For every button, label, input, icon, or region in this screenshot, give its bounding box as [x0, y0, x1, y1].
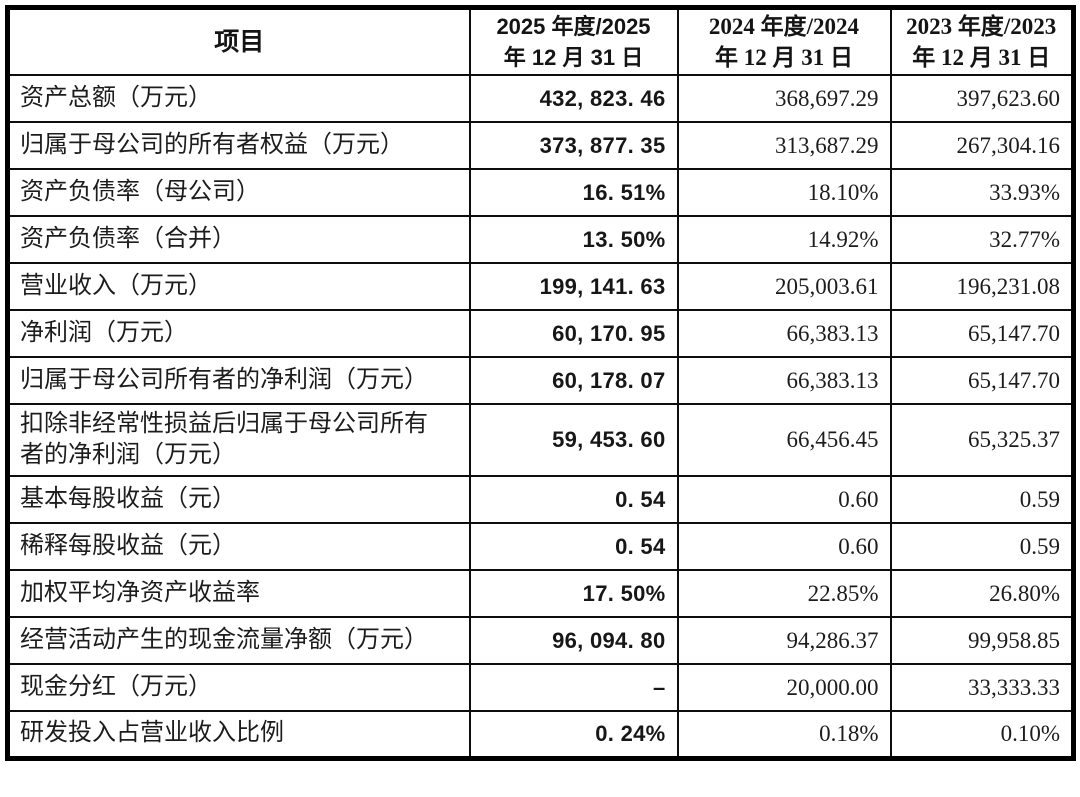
row-label: 经营活动产生的现金流量净额（万元）	[6, 616, 471, 665]
value-2023: 33.93%	[889, 168, 1075, 217]
value-2023: 0.10%	[889, 710, 1075, 759]
row-label: 稀释每股收益（元）	[6, 522, 471, 571]
row-label: 归属于母公司所有者的净利润（万元）	[6, 356, 471, 405]
value-2023: 26.80%	[889, 569, 1075, 618]
value-2025: –	[468, 663, 679, 712]
column-header-2025: 2025 年度/2025 年 12 月 31 日	[468, 6, 679, 76]
table-row: 资产负债率（合并） 13. 50% 14.92% 32.77%	[6, 215, 1075, 264]
header-row: 项目 2025 年度/2025 年 12 月 31 日 2024 年度/2024…	[6, 6, 1075, 76]
row-label: 加权平均净资产收益率	[6, 569, 471, 618]
value-2025: 199, 141. 63	[468, 262, 679, 311]
value-2024: 0.60	[676, 475, 892, 524]
row-label: 研发投入占营业收入比例	[6, 710, 471, 759]
value-2024: 20,000.00	[676, 663, 892, 712]
table-row: 稀释每股收益（元） 0. 54 0.60 0.59	[6, 522, 1075, 571]
column-header-2024: 2024 年度/2024 年 12 月 31 日	[676, 6, 892, 76]
value-2023: 0.59	[889, 522, 1075, 571]
value-2025: 59, 453. 60	[468, 403, 679, 477]
value-2024: 66,456.45	[676, 403, 892, 477]
value-2024: 66,383.13	[676, 309, 892, 358]
row-label: 净利润（万元）	[6, 309, 471, 358]
value-2025: 60, 170. 95	[468, 309, 679, 358]
row-label: 资产负债率（母公司）	[6, 168, 471, 217]
value-2024: 66,383.13	[676, 356, 892, 405]
value-2023: 0.59	[889, 475, 1075, 524]
row-label: 资产负债率（合并）	[6, 215, 471, 264]
value-2024: 22.85%	[676, 569, 892, 618]
table-row: 加权平均净资产收益率 17. 50% 22.85% 26.80%	[6, 569, 1075, 618]
table-row: 净利润（万元） 60, 170. 95 66,383.13 65,147.70	[6, 309, 1075, 358]
row-label: 基本每股收益（元）	[6, 475, 471, 524]
table-row: 扣除非经常性损益后归属于母公司所有 者的净利润（万元） 59, 453. 60 …	[6, 403, 1075, 477]
value-2025: 0. 54	[468, 475, 679, 524]
row-label: 现金分红（万元）	[6, 663, 471, 712]
row-label: 扣除非经常性损益后归属于母公司所有 者的净利润（万元）	[6, 403, 471, 477]
table-row: 基本每股收益（元） 0. 54 0.60 0.59	[6, 475, 1075, 524]
value-2025: 373, 877. 35	[468, 121, 679, 170]
value-2025: 432, 823. 46	[468, 74, 679, 123]
value-2024: 18.10%	[676, 168, 892, 217]
value-2025: 0. 54	[468, 522, 679, 571]
column-header-item: 项目	[6, 6, 471, 76]
table-row: 资产负债率（母公司） 16. 51% 18.10% 33.93%	[6, 168, 1075, 217]
value-2023: 65,147.70	[889, 309, 1075, 358]
value-2023: 267,304.16	[889, 121, 1075, 170]
row-label: 资产总额（万元）	[6, 74, 471, 123]
value-2023: 33,333.33	[889, 663, 1075, 712]
value-2023: 32.77%	[889, 215, 1075, 264]
value-2025: 60, 178. 07	[468, 356, 679, 405]
value-2024: 205,003.61	[676, 262, 892, 311]
value-2024: 14.92%	[676, 215, 892, 264]
value-2025: 96, 094. 80	[468, 616, 679, 665]
row-label: 营业收入（万元）	[6, 262, 471, 311]
table-row: 归属于母公司的所有者权益（万元） 373, 877. 35 313,687.29…	[6, 121, 1075, 170]
table-row: 营业收入（万元） 199, 141. 63 205,003.61 196,231…	[6, 262, 1075, 311]
table-row: 资产总额（万元） 432, 823. 46 368,697.29 397,623…	[6, 74, 1075, 123]
row-label: 归属于母公司的所有者权益（万元）	[6, 121, 471, 170]
table-row: 归属于母公司所有者的净利润（万元） 60, 178. 07 66,383.13 …	[6, 356, 1075, 405]
value-2025: 0. 24%	[468, 710, 679, 759]
financial-summary-table: 项目 2025 年度/2025 年 12 月 31 日 2024 年度/2024…	[5, 5, 1076, 761]
value-2023: 196,231.08	[889, 262, 1075, 311]
value-2024: 0.18%	[676, 710, 892, 759]
value-2024: 94,286.37	[676, 616, 892, 665]
value-2023: 65,325.37	[889, 403, 1075, 477]
value-2024: 0.60	[676, 522, 892, 571]
table-row: 经营活动产生的现金流量净额（万元） 96, 094. 80 94,286.37 …	[6, 616, 1075, 665]
value-2023: 65,147.70	[889, 356, 1075, 405]
value-2025: 13. 50%	[468, 215, 679, 264]
value-2025: 16. 51%	[468, 168, 679, 217]
table-row: 现金分红（万元） – 20,000.00 33,333.33	[6, 663, 1075, 712]
value-2025: 17. 50%	[468, 569, 679, 618]
value-2024: 368,697.29	[676, 74, 892, 123]
value-2023: 397,623.60	[889, 74, 1075, 123]
value-2024: 313,687.29	[676, 121, 892, 170]
column-header-2023: 2023 年度/2023 年 12 月 31 日	[889, 6, 1075, 76]
value-2023: 99,958.85	[889, 616, 1075, 665]
table-row: 研发投入占营业收入比例 0. 24% 0.18% 0.10%	[6, 710, 1075, 759]
